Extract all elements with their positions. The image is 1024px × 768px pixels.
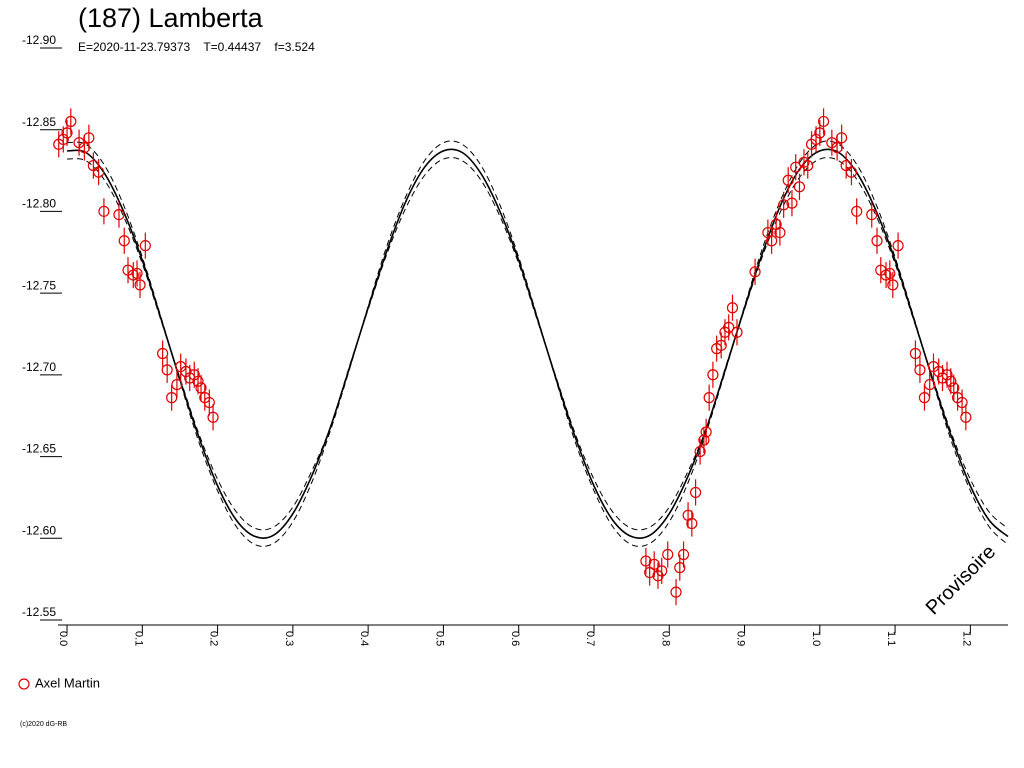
legend-label: Axel Martin — [35, 675, 100, 690]
data-point — [914, 364, 926, 376]
x-tick-label: 0.9 — [735, 631, 747, 646]
x-tick-label: 1.0 — [810, 631, 822, 646]
data-point — [113, 209, 125, 221]
data-point — [707, 369, 719, 381]
data-point — [131, 267, 143, 280]
data-point — [207, 411, 219, 423]
data-point — [65, 115, 77, 128]
data-point — [698, 434, 710, 446]
data-point — [670, 586, 682, 598]
data-point — [798, 156, 810, 168]
data-point — [93, 166, 105, 178]
data-point — [887, 279, 899, 291]
data-point — [700, 426, 712, 438]
data-point — [139, 240, 151, 252]
x-tick-label: 0.1 — [132, 631, 144, 646]
data-point — [723, 321, 735, 333]
data-point — [648, 558, 660, 570]
x-tick-label: 0.7 — [584, 631, 596, 646]
data-point — [814, 127, 826, 139]
data-point — [817, 115, 830, 128]
watermark: Provisoire — [922, 541, 1000, 619]
data-point — [810, 133, 822, 146]
data-point — [686, 517, 698, 530]
x-tick-label: 0.2 — [208, 631, 220, 646]
data-point — [726, 302, 739, 314]
data-point — [731, 326, 743, 338]
data-point — [57, 133, 69, 146]
data-point — [766, 235, 778, 247]
data-point — [656, 565, 668, 577]
data-point — [689, 486, 702, 499]
data-point — [790, 161, 802, 173]
y-tick-label: -12.70 — [22, 360, 56, 374]
data-point — [956, 396, 968, 409]
data-point — [948, 382, 960, 394]
data-point — [161, 364, 173, 376]
chart-subtitle: E=2020-11-23.79373 T=0.44437 f=3.524 — [78, 40, 315, 54]
data-point — [203, 396, 215, 409]
x-tick-label: 0.8 — [659, 631, 671, 646]
data-point — [61, 127, 73, 139]
data-point — [98, 205, 110, 217]
data-point — [171, 378, 183, 391]
data-point — [793, 181, 806, 193]
legend-marker — [18, 678, 30, 690]
data-point — [677, 548, 690, 561]
data-point — [157, 347, 169, 360]
data-point — [945, 375, 957, 387]
x-tick-label: 0.0 — [57, 631, 69, 646]
data-point — [703, 392, 715, 404]
y-tick-label: -12.90 — [22, 33, 56, 47]
data-point — [866, 209, 878, 221]
data-point — [782, 174, 794, 186]
data-point — [715, 339, 727, 351]
data-point — [851, 205, 863, 217]
data-point — [960, 411, 972, 423]
x-tick-label: 0.4 — [358, 631, 370, 646]
data-point — [134, 279, 146, 291]
data-point — [802, 159, 814, 172]
data-point — [118, 235, 130, 247]
data-point — [909, 347, 922, 360]
data-point — [188, 369, 200, 381]
data-point — [924, 378, 936, 391]
x-tick-label: 0.6 — [509, 631, 521, 646]
data-point — [83, 132, 95, 144]
x-tick-label: 0.3 — [283, 631, 295, 646]
y-tick-label: -12.60 — [22, 523, 56, 537]
copyright: (c)2020 dG-RB — [20, 721, 67, 728]
y-tick-label: -12.55 — [22, 605, 56, 619]
data-point — [941, 369, 953, 381]
x-tick-label: 0.5 — [434, 631, 446, 646]
data-point — [836, 132, 848, 144]
y-tick-label: -12.75 — [22, 278, 56, 292]
data-point — [845, 166, 858, 178]
data-point — [662, 548, 674, 561]
chart-title: (187) Lamberta — [78, 3, 264, 33]
fit-curve — [66, 140, 1009, 547]
data-point — [749, 266, 761, 278]
data-point — [884, 267, 896, 280]
x-tick-label: 1.1 — [885, 631, 897, 646]
data-point — [694, 445, 706, 458]
x-tick-label: 1.2 — [960, 631, 972, 646]
data-point — [192, 375, 204, 387]
data-point — [892, 240, 904, 252]
data-point — [871, 235, 883, 247]
data-point — [774, 226, 786, 239]
data-point — [674, 562, 686, 574]
data-point — [786, 197, 798, 209]
data-point — [778, 199, 790, 211]
y-tick-label: -12.85 — [22, 115, 56, 129]
y-tick-label: -12.80 — [22, 197, 56, 211]
fit-curve — [66, 148, 1009, 539]
data-point — [195, 382, 207, 394]
y-tick-label: -12.65 — [22, 442, 56, 456]
